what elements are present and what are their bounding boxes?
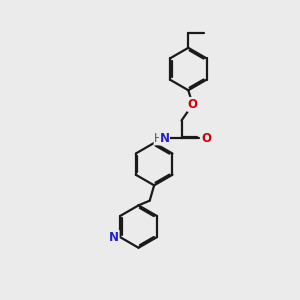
Text: N: N [159, 132, 170, 145]
Text: O: O [188, 98, 198, 111]
Text: O: O [201, 132, 211, 145]
Text: H: H [154, 132, 163, 145]
Text: N: N [109, 231, 119, 244]
